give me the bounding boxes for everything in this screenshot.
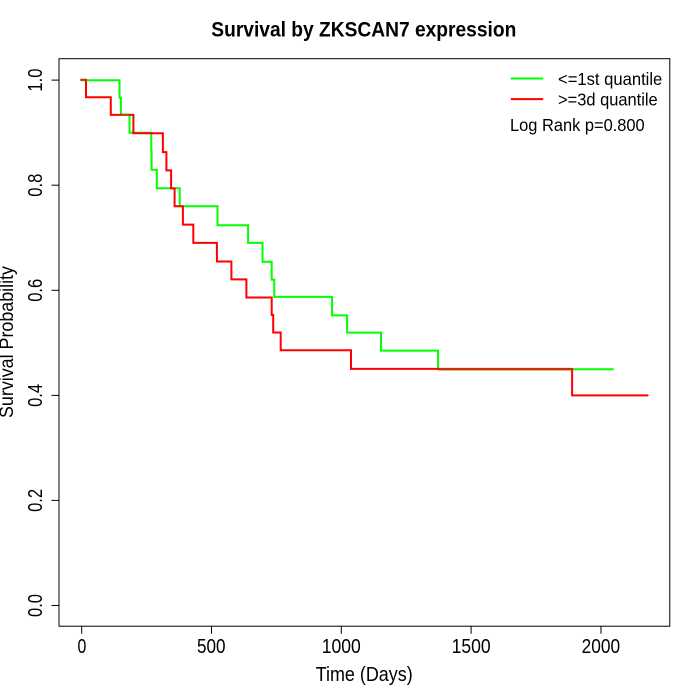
svg-text:0: 0 [78, 636, 87, 658]
svg-text:1000: 1000 [322, 636, 361, 658]
svg-text:1.0: 1.0 [25, 69, 47, 92]
svg-text:Log Rank p=0.800: Log Rank p=0.800 [510, 115, 645, 135]
svg-text:Time (Days): Time (Days) [316, 664, 413, 686]
svg-text:Survival by ZKSCAN7 expression: Survival by ZKSCAN7 expression [211, 19, 516, 42]
svg-text:>=3d quantile: >=3d quantile [558, 89, 658, 109]
svg-text:500: 500 [197, 636, 226, 658]
svg-text:0.2: 0.2 [25, 489, 47, 512]
svg-text:2000: 2000 [582, 636, 621, 658]
svg-text:1500: 1500 [452, 636, 491, 658]
svg-text:0.4: 0.4 [25, 384, 47, 407]
svg-text:Survival Probability: Survival Probability [0, 266, 18, 418]
svg-text:0.6: 0.6 [25, 279, 47, 302]
svg-text:0.0: 0.0 [25, 594, 47, 617]
svg-text:0.8: 0.8 [25, 174, 47, 197]
svg-text:<=1st quantile: <=1st quantile [558, 69, 662, 89]
